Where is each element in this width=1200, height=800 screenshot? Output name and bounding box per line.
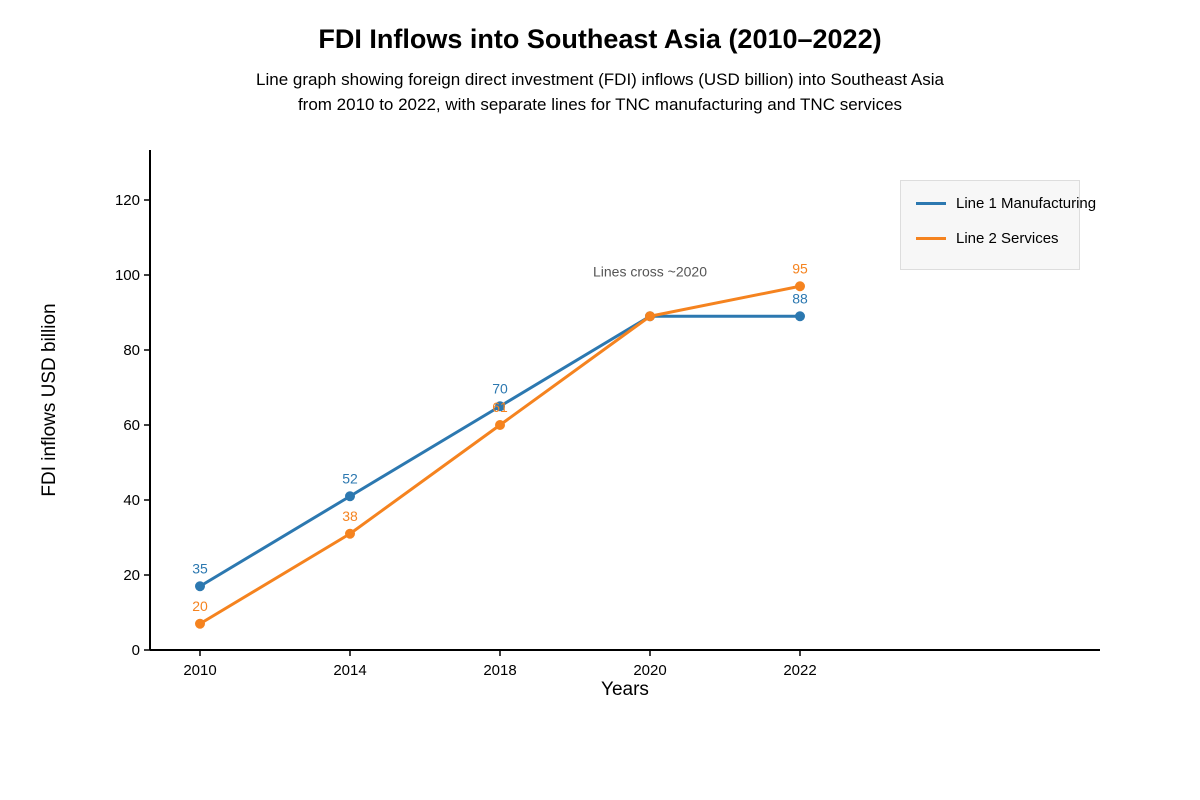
x-tick-label: 2020 — [633, 662, 666, 679]
series-line-services — [199, 284, 801, 626]
data-point-services — [795, 281, 805, 292]
data-label-manufacturing: 52 — [342, 470, 358, 486]
legend: Line 1 Manufacturing Line 2 Services — [900, 180, 1096, 270]
y-tick-label: 100 — [115, 267, 140, 284]
y-tick-label: 0 — [132, 642, 140, 659]
data-point-manufacturing — [195, 581, 205, 592]
legend-swatch-manufacturing — [916, 202, 946, 205]
data-label-manufacturing: 35 — [192, 560, 208, 576]
x-tick-label: 2022 — [783, 662, 816, 679]
data-label-services: 61 — [492, 399, 508, 415]
y-tick-label: 120 — [115, 192, 140, 209]
data-label-services: 20 — [192, 598, 208, 614]
data-labels-layer: 35 52 70 88 20 38 61 95 Lines cross ~2020 — [192, 260, 808, 614]
data-label-services: 38 — [342, 508, 358, 524]
legend-label-manufacturing: Line 1 Manufacturing — [956, 195, 1097, 212]
legend-swatch-services — [916, 237, 946, 240]
y-tick-label: 40 — [123, 492, 140, 509]
data-label-manufacturing: 88 — [792, 290, 808, 306]
y-tick-label: 60 — [123, 417, 140, 434]
data-point-manufacturing — [345, 491, 355, 502]
x-tick-label: 2014 — [333, 662, 366, 679]
legend-entry-manufacturing: Line 1 Manufacturing — [916, 195, 1096, 212]
data-point-services — [495, 420, 505, 430]
series-layer — [195, 281, 805, 629]
y-tick-label: 20 — [123, 567, 140, 584]
y-tick-label: 80 — [123, 342, 140, 359]
legend-label-services: Line 2 Services — [956, 230, 1059, 247]
data-label-services: 95 — [792, 260, 808, 276]
y-axis-title: FDI inflows USD billion — [39, 303, 60, 496]
chart-title: FDI Inflows into Southeast Asia (2010–20… — [318, 24, 882, 54]
series-line-manufacturing — [199, 314, 800, 588]
data-point-services — [195, 618, 205, 629]
subtitle-line-1: Line graph showing foreign direct invest… — [256, 70, 944, 89]
x-tick-label: 2018 — [483, 662, 516, 679]
data-point-services — [345, 528, 355, 539]
axes: 0 20 40 60 80 100 120 2010 2014 2018 2020 2022 Years… — [39, 150, 1100, 700]
x-tick-label: 2010 — [183, 662, 216, 679]
data-point-manufacturing — [495, 401, 505, 412]
crossing-annotation: Lines cross ~2020 — [593, 263, 707, 279]
x-axis-title: Years — [601, 679, 649, 700]
subtitle-line-2: from 2010 to 2022, with separate lines f… — [297, 95, 903, 114]
data-label-manufacturing: 70 — [492, 380, 508, 396]
chart-subtitle: Line graph showing foreign direct invest… — [200, 67, 1000, 117]
legend-entry-services: Line 2 Services — [916, 230, 1059, 247]
data-point-manufacturing — [795, 311, 805, 322]
data-point-services — [645, 311, 655, 322]
